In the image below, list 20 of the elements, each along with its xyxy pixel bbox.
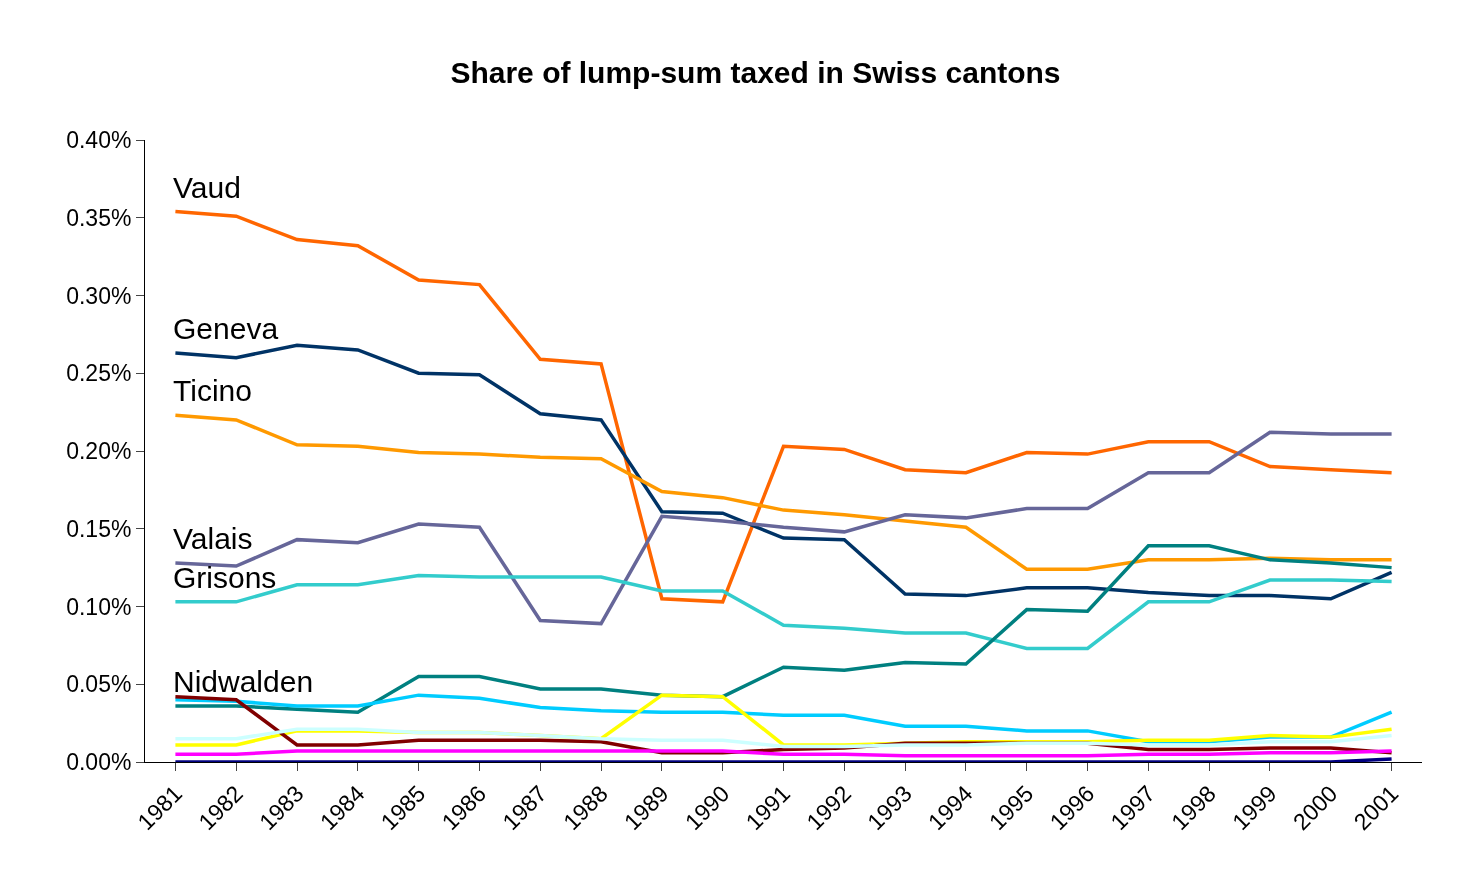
y-tick-label: 0.05%: [66, 671, 132, 698]
chart-title: Share of lump-sum taxed in Swiss cantons: [450, 55, 1061, 89]
line-series: [173, 209, 1394, 604]
series-label: Vaud: [173, 171, 241, 204]
y-tick-label: 0.00%: [66, 749, 132, 776]
series-label: Geneva: [173, 312, 279, 345]
y-tick-label: 0.30%: [66, 282, 132, 309]
series-label: Ticino: [173, 374, 252, 407]
series-label: Valais: [173, 522, 253, 555]
y-tick-label: 0.15%: [66, 515, 132, 542]
y-tick-label: 0.25%: [66, 360, 132, 387]
line-series: [173, 727, 1394, 749]
series-label: Grisons: [173, 561, 277, 594]
y-tick-label: 0.10%: [66, 593, 132, 620]
y-tick-label: 0.20%: [66, 438, 132, 465]
y-tick-label: 0.40%: [66, 127, 132, 154]
line-series: [173, 430, 1394, 626]
line-series: [173, 343, 1394, 601]
series-label: Nidwalden: [173, 665, 314, 698]
y-tick-label: 0.35%: [66, 204, 132, 231]
